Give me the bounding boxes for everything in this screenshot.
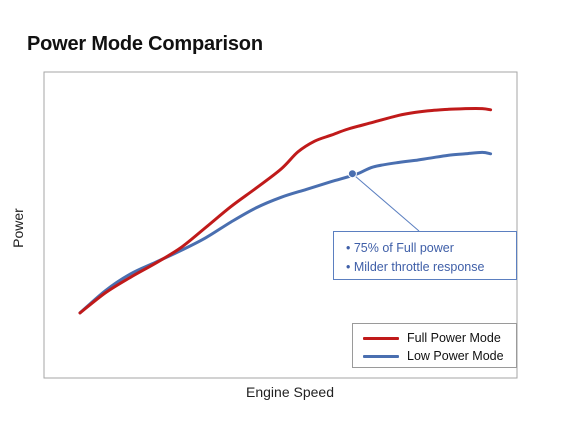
annotation-box: • 75% of Full power • Milder throttle re… xyxy=(333,231,517,280)
series-layer xyxy=(78,106,493,315)
x-axis-label: Engine Speed xyxy=(246,384,334,400)
legend-swatch-full-power xyxy=(363,336,399,340)
annotation-line-1: • 75% of Full power xyxy=(346,241,454,255)
annotation-line-2: • Milder throttle response xyxy=(346,260,485,274)
legend: Full Power Mode Low Power Mode xyxy=(352,323,517,368)
plot-frame xyxy=(43,71,518,379)
chart-title: Power Mode Comparison xyxy=(27,33,263,55)
series-line-full-power-mode xyxy=(78,106,493,315)
legend-item-low-power: Low Power Mode xyxy=(363,348,504,364)
legend-label-full-power: Full Power Mode xyxy=(407,331,501,345)
legend-item-full-power: Full Power Mode xyxy=(363,330,501,346)
annotation-marker xyxy=(347,169,357,179)
annotation-leader-line xyxy=(352,173,420,232)
legend-label-low-power: Low Power Mode xyxy=(407,349,504,363)
legend-swatch-low-power xyxy=(363,354,399,358)
